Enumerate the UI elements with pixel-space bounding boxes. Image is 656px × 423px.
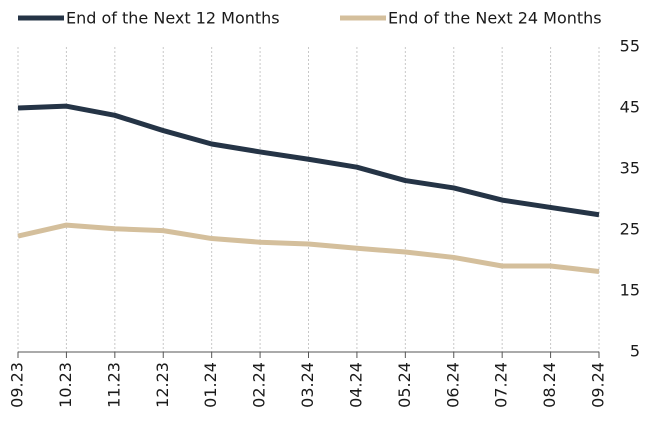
y-tick-label: 5	[630, 342, 640, 361]
x-tick-label: 06.24	[443, 362, 462, 408]
x-tick-label: 05.24	[395, 362, 414, 408]
y-tick-label: 35	[620, 159, 640, 178]
legend-label: End of the Next 12 Months	[66, 9, 280, 28]
y-tick-label: 25	[620, 220, 640, 239]
x-tick-label: 09.24	[589, 362, 608, 408]
x-tick-label: 01.24	[201, 362, 220, 408]
x-tick-label: 10.23	[56, 362, 75, 408]
y-tick-label: 55	[620, 37, 640, 56]
line-series	[17, 222, 600, 274]
x-tick-label: 09.23	[8, 362, 27, 408]
x-tick-label: 12.23	[153, 362, 172, 408]
x-tick-label: 03.24	[298, 362, 317, 408]
x-tick-label: 11.23	[104, 362, 123, 408]
x-tick-label: 02.24	[250, 362, 269, 408]
x-tick-label: 08.24	[540, 362, 559, 408]
x-tick-label: 04.24	[346, 362, 365, 408]
x-tick-label: 07.24	[492, 362, 511, 408]
y-tick-label: 45	[620, 98, 640, 117]
line-series	[17, 103, 600, 218]
legend-label: End of the Next 24 Months	[388, 9, 602, 28]
y-tick-label: 15	[620, 281, 640, 300]
